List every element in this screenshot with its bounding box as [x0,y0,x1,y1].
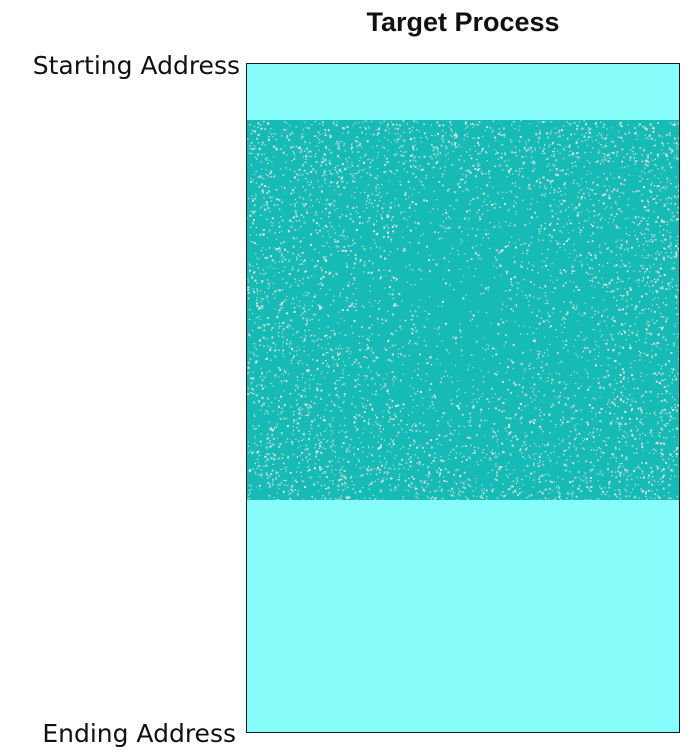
ending-address-label: Ending Address [42,719,236,748]
starting-address-label: Starting Address [32,51,240,80]
noise-texture [247,120,679,500]
noise-speckles [247,120,679,500]
diagram-title: Target Process [366,7,560,37]
scrambled-memory-region [247,120,679,500]
target-process-memory-block [246,63,680,733]
